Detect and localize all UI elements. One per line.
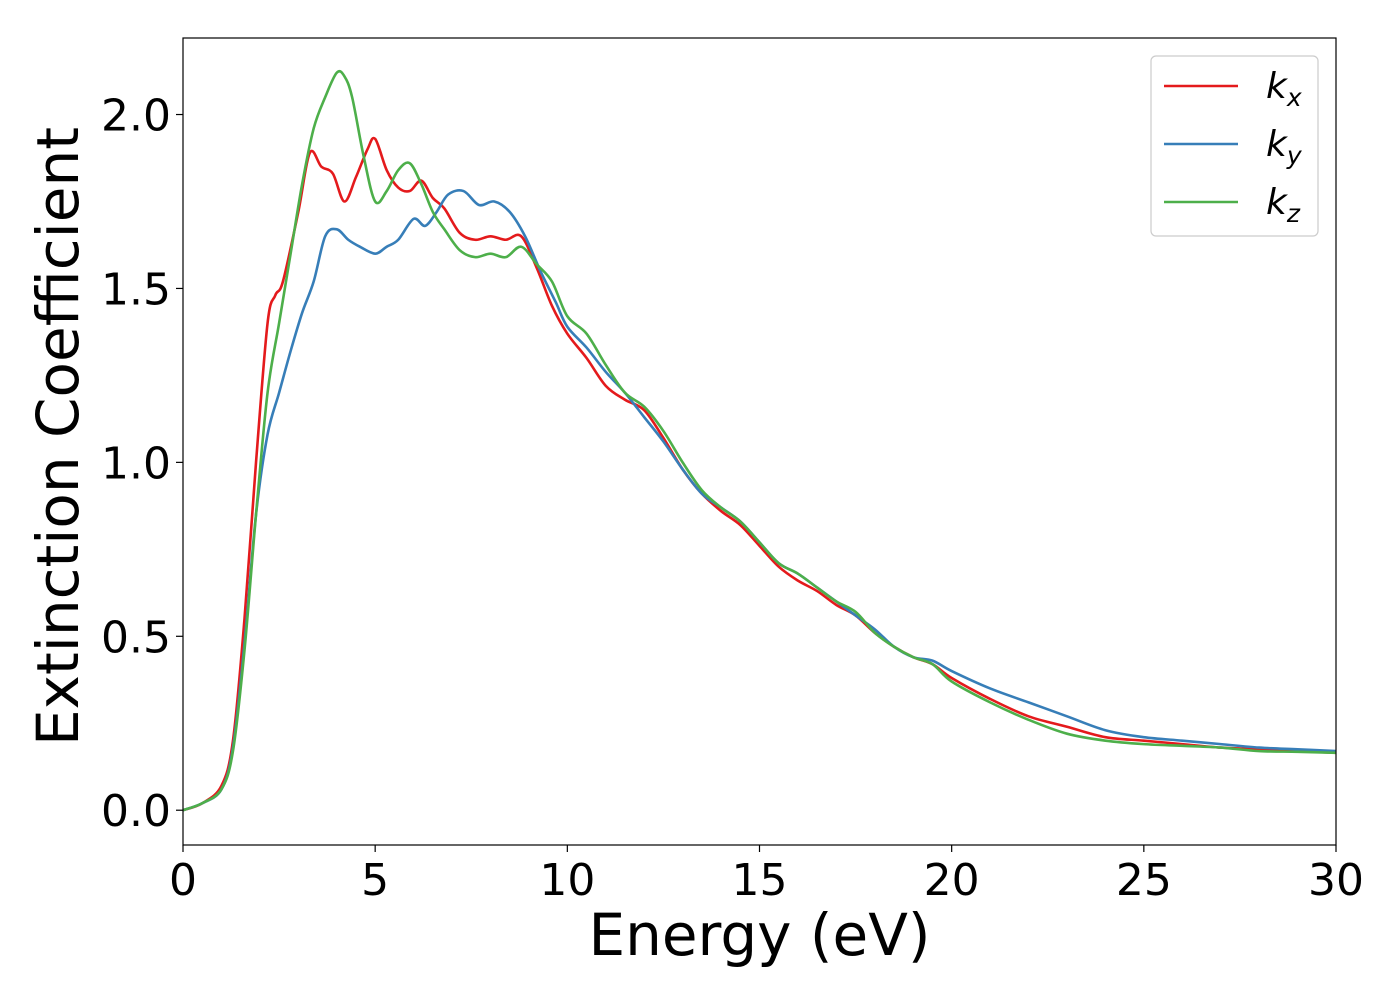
x-tick-label: 25 (1116, 855, 1172, 906)
legend-box (1150, 55, 1319, 237)
axis-ticks: 0 5 10 15 20 25 30 0.0 0.5 1.0 1.5 2.0 (101, 91, 1364, 906)
legend-label-ky: ky (1266, 124, 1303, 170)
x-axis-label: Energy (eV) (588, 901, 930, 969)
x-tick-label: 5 (361, 855, 389, 906)
plot-lines (183, 69, 1336, 812)
y-tick-label: 0.5 (101, 612, 171, 663)
x-tick-label: 15 (732, 855, 788, 906)
y-tick-label: 2.0 (101, 91, 171, 142)
legend-label-kz: kz (1266, 182, 1301, 228)
legend: kx ky kz (1150, 55, 1319, 237)
y-tick-label: 1.5 (101, 264, 171, 315)
legend-label-kx: kx (1266, 66, 1302, 112)
series-line-kz (183, 69, 1336, 812)
y-tick-label: 1.0 (101, 438, 171, 489)
x-tick-label: 20 (924, 855, 980, 906)
x-tick-label: 10 (539, 855, 595, 906)
y-tick-label: 0.0 (101, 786, 171, 837)
y-axis-label: Extinction Coefficient (24, 127, 92, 746)
x-tick-label: 30 (1308, 855, 1364, 906)
series-line-ky (183, 189, 1336, 812)
x-tick-label: 0 (169, 855, 197, 906)
